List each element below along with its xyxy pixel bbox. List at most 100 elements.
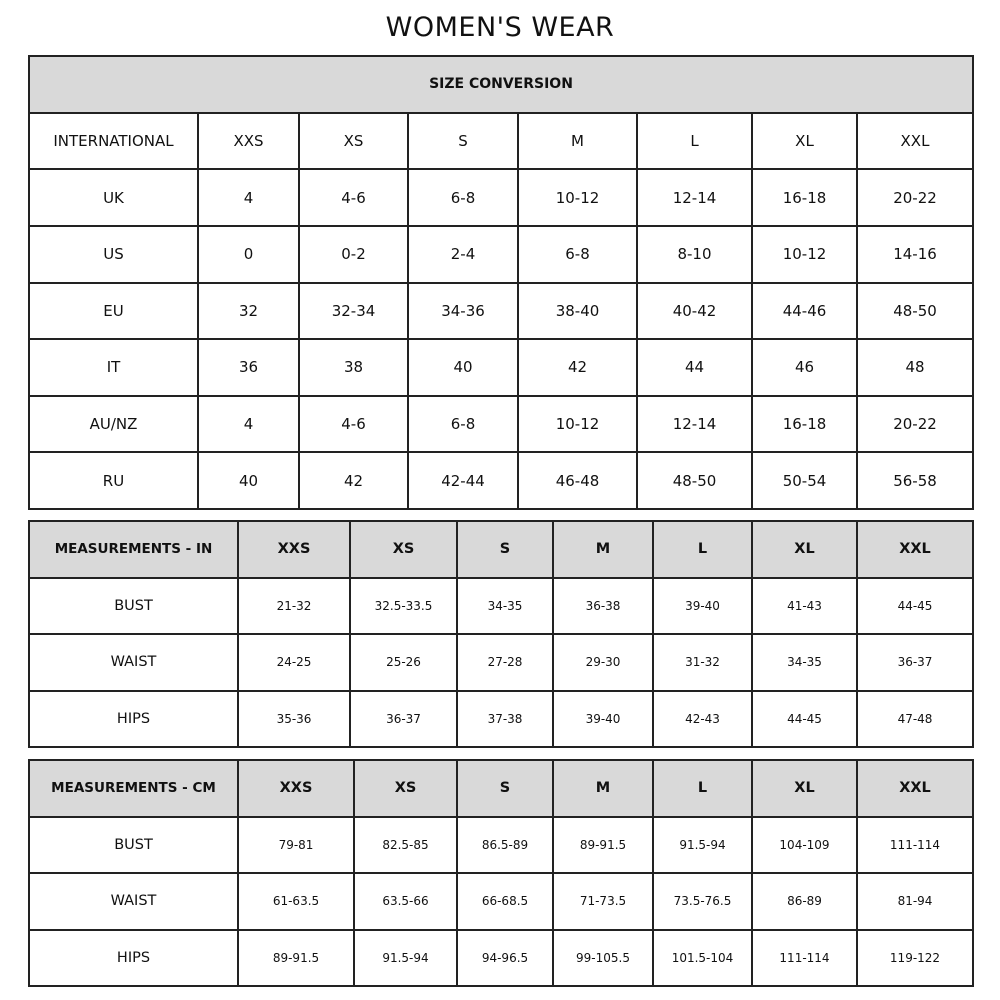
size-conversion-table: SIZE CONVERSION INTERNATIONAL XXS XS S M L XL X… [28, 55, 974, 510]
value-cell: 91.5-94 [353, 928, 458, 987]
value-cell: 94-96.5 [456, 928, 554, 987]
value-cell: 91.5-94 [652, 815, 753, 874]
value-cell: 10-12 [517, 168, 638, 227]
header-row: MEASUREMENTS - CM XXS XS S M L XL XXL [28, 759, 974, 818]
value-cell: 34-35 [456, 576, 554, 635]
value-cell: 36 [197, 338, 300, 397]
row-label-cell: AU/NZ [28, 394, 199, 454]
value-cell: 8-10 [636, 224, 753, 284]
table-row: US 0 0-2 2-4 6-8 8-10 10-12 14-16 [28, 224, 974, 284]
value-cell: 12-14 [636, 168, 753, 227]
value-cell: 111-114 [751, 928, 858, 987]
table-row: BUST 21-32 32.5-33.5 34-35 36-38 39-40 41-43 44… [28, 576, 974, 635]
value-cell: 66-68.5 [456, 872, 554, 931]
size-header-cell: M [517, 111, 638, 171]
value-cell: 42-44 [407, 451, 519, 510]
size-header-cell: S [407, 111, 519, 171]
value-cell: 48 [856, 338, 974, 397]
value-cell: 48-50 [856, 281, 974, 341]
size-header-cell: XL [751, 520, 858, 579]
value-cell: 20-22 [856, 394, 974, 454]
size-header-cell: XS [298, 111, 409, 171]
row-label-cell: IT [28, 338, 199, 397]
size-header-cell: XS [349, 520, 458, 579]
value-cell: 32-34 [298, 281, 409, 341]
value-cell: 111-114 [856, 815, 974, 874]
value-cell: 14-16 [856, 224, 974, 284]
size-header-cell: XXL [856, 759, 974, 818]
value-cell: 25-26 [349, 633, 458, 692]
value-cell: 46-48 [517, 451, 638, 510]
row-label-cell: WAIST [28, 872, 239, 931]
row-label-cell: WAIST [28, 633, 239, 692]
value-cell: 21-32 [237, 576, 351, 635]
row-label-cell: US [28, 224, 199, 284]
value-cell: 40-42 [636, 281, 753, 341]
value-cell: 104-109 [751, 815, 858, 874]
value-cell: 42 [298, 451, 409, 510]
row-label-cell: HIPS [28, 928, 239, 987]
measurements-in-table: MEASUREMENTS - IN XXS XS S M L XL XXL BUST 21-32 3… [28, 520, 974, 748]
table-row: HIPS 35-36 36-37 37-38 39-40 42-43 44-45 47-48 [28, 689, 974, 748]
value-cell: 10-12 [751, 224, 858, 284]
value-cell: 4 [197, 168, 300, 227]
row-label-cell: UK [28, 168, 199, 227]
size-header-cell: XL [751, 759, 858, 818]
header-label-cell: MEASUREMENTS - IN [28, 520, 239, 579]
value-cell: 6-8 [407, 168, 519, 227]
size-header-cell: L [652, 759, 753, 818]
value-cell: 36-37 [349, 689, 458, 748]
value-cell: 34-35 [751, 633, 858, 692]
page-title: WOMEN'S WEAR [385, 12, 615, 43]
value-cell: 41-43 [751, 576, 858, 635]
value-cell: 44 [636, 338, 753, 397]
row-label-cell: EU [28, 281, 199, 341]
value-cell: 48-50 [636, 451, 753, 510]
header-row: INTERNATIONAL XXS XS S M L XL XXL [28, 111, 974, 171]
row-label-cell: BUST [28, 576, 239, 635]
size-header-cell: XXL [856, 520, 974, 579]
size-header-cell: XXL [856, 111, 974, 171]
size-header-cell: M [552, 759, 654, 818]
value-cell: 34-36 [407, 281, 519, 341]
size-header-cell: XS [353, 759, 458, 818]
measurements-cm-table: MEASUREMENTS - CM XXS XS S M L XL XXL BUST 79-81 8… [28, 759, 974, 987]
size-header-cell: XXS [237, 759, 355, 818]
value-cell: 38 [298, 338, 409, 397]
size-header-cell: M [552, 520, 654, 579]
value-cell: 44-45 [751, 689, 858, 748]
value-cell: 35-36 [237, 689, 351, 748]
value-cell: 12-14 [636, 394, 753, 454]
value-cell: 61-63.5 [237, 872, 355, 931]
value-cell: 71-73.5 [552, 872, 654, 931]
value-cell: 40 [407, 338, 519, 397]
value-cell: 38-40 [517, 281, 638, 341]
value-cell: 56-58 [856, 451, 974, 510]
size-conversion-heading: SIZE CONVERSION [28, 55, 974, 114]
table-row: WAIST 24-25 25-26 27-28 29-30 31-32 34-35 36-37 [28, 633, 974, 692]
table-row: RU 40 42 42-44 46-48 48-50 50-54 56-58 [28, 451, 974, 510]
value-cell: 81-94 [856, 872, 974, 931]
value-cell: 29-30 [552, 633, 654, 692]
table-row: AU/NZ 4 4-6 6-8 10-12 12-14 16-18 20-22 [28, 394, 974, 454]
table-row: BUST 79-81 82.5-85 86.5-89 89-91.5 91.5-94 104… [28, 815, 974, 874]
table-row: WAIST 61-63.5 63.5-66 66-68.5 71-73.5 73.5-76… [28, 872, 974, 931]
value-cell: 0 [197, 224, 300, 284]
size-header-cell: XXS [197, 111, 300, 171]
value-cell: 46 [751, 338, 858, 397]
size-header-cell: L [636, 111, 753, 171]
value-cell: 44-46 [751, 281, 858, 341]
value-cell: 42 [517, 338, 638, 397]
value-cell: 50-54 [751, 451, 858, 510]
header-label-cell: MEASUREMENTS - CM [28, 759, 239, 818]
value-cell: 31-32 [652, 633, 753, 692]
value-cell: 119-122 [856, 928, 974, 987]
value-cell: 89-91.5 [552, 815, 654, 874]
row-label-cell: BUST [28, 815, 239, 874]
value-cell: 47-48 [856, 689, 974, 748]
value-cell: 36-38 [552, 576, 654, 635]
value-cell: 89-91.5 [237, 928, 355, 987]
value-cell: 20-22 [856, 168, 974, 227]
size-header-cell: XL [751, 111, 858, 171]
size-header-cell: XXS [237, 520, 351, 579]
